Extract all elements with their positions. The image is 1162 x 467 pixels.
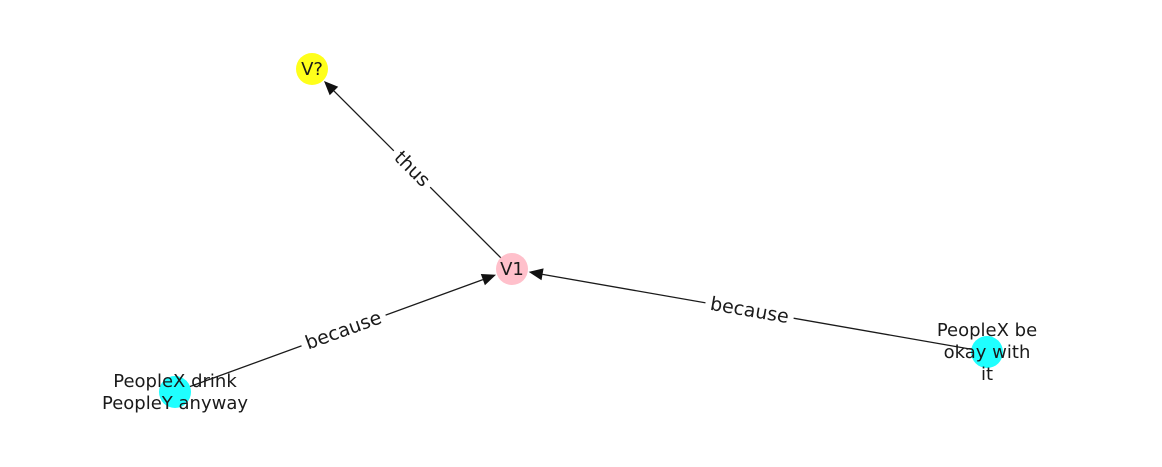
edge-label-background [384, 141, 440, 197]
node-label-n_v2: V? [301, 59, 323, 80]
node-label-layer: V? V1 PeopleX drink PeopleY anyway PeopleX b… [102, 59, 1037, 414]
edge-label-text: because [302, 307, 384, 355]
node-label-line: PeopleX drink [113, 371, 237, 392]
node-label-n_v1: V1 [500, 259, 524, 280]
edge-e_because_2-arrowhead [528, 268, 544, 281]
node-label-line: PeopleY anyway [102, 393, 248, 414]
node-n_v2 [296, 53, 328, 85]
edge-e_because_1-arrowhead [480, 274, 496, 286]
node-label-line: it [981, 364, 993, 385]
node-n_drink [159, 376, 191, 408]
node-layer [159, 53, 1003, 408]
node-label-line: PeopleX be [937, 320, 1037, 341]
node-label-n_okay: PeopleX be okay with it [937, 320, 1037, 385]
edge-label-e_because_1: because [297, 303, 391, 358]
node-label-line: V1 [500, 259, 524, 280]
edge-e_thus-arrowhead [324, 81, 339, 96]
edge-label-background [703, 290, 796, 331]
node-label-n_drink: PeopleX drink PeopleY anyway [102, 371, 248, 414]
edge-label-background [297, 303, 391, 358]
node-n_v1 [496, 253, 528, 285]
edge-label-e_because_2: because [703, 290, 796, 331]
edge-layer [174, 81, 988, 393]
node-label-line: okay with [944, 342, 1031, 363]
node-n_okay [971, 336, 1003, 368]
node-label-line: V? [301, 59, 323, 80]
